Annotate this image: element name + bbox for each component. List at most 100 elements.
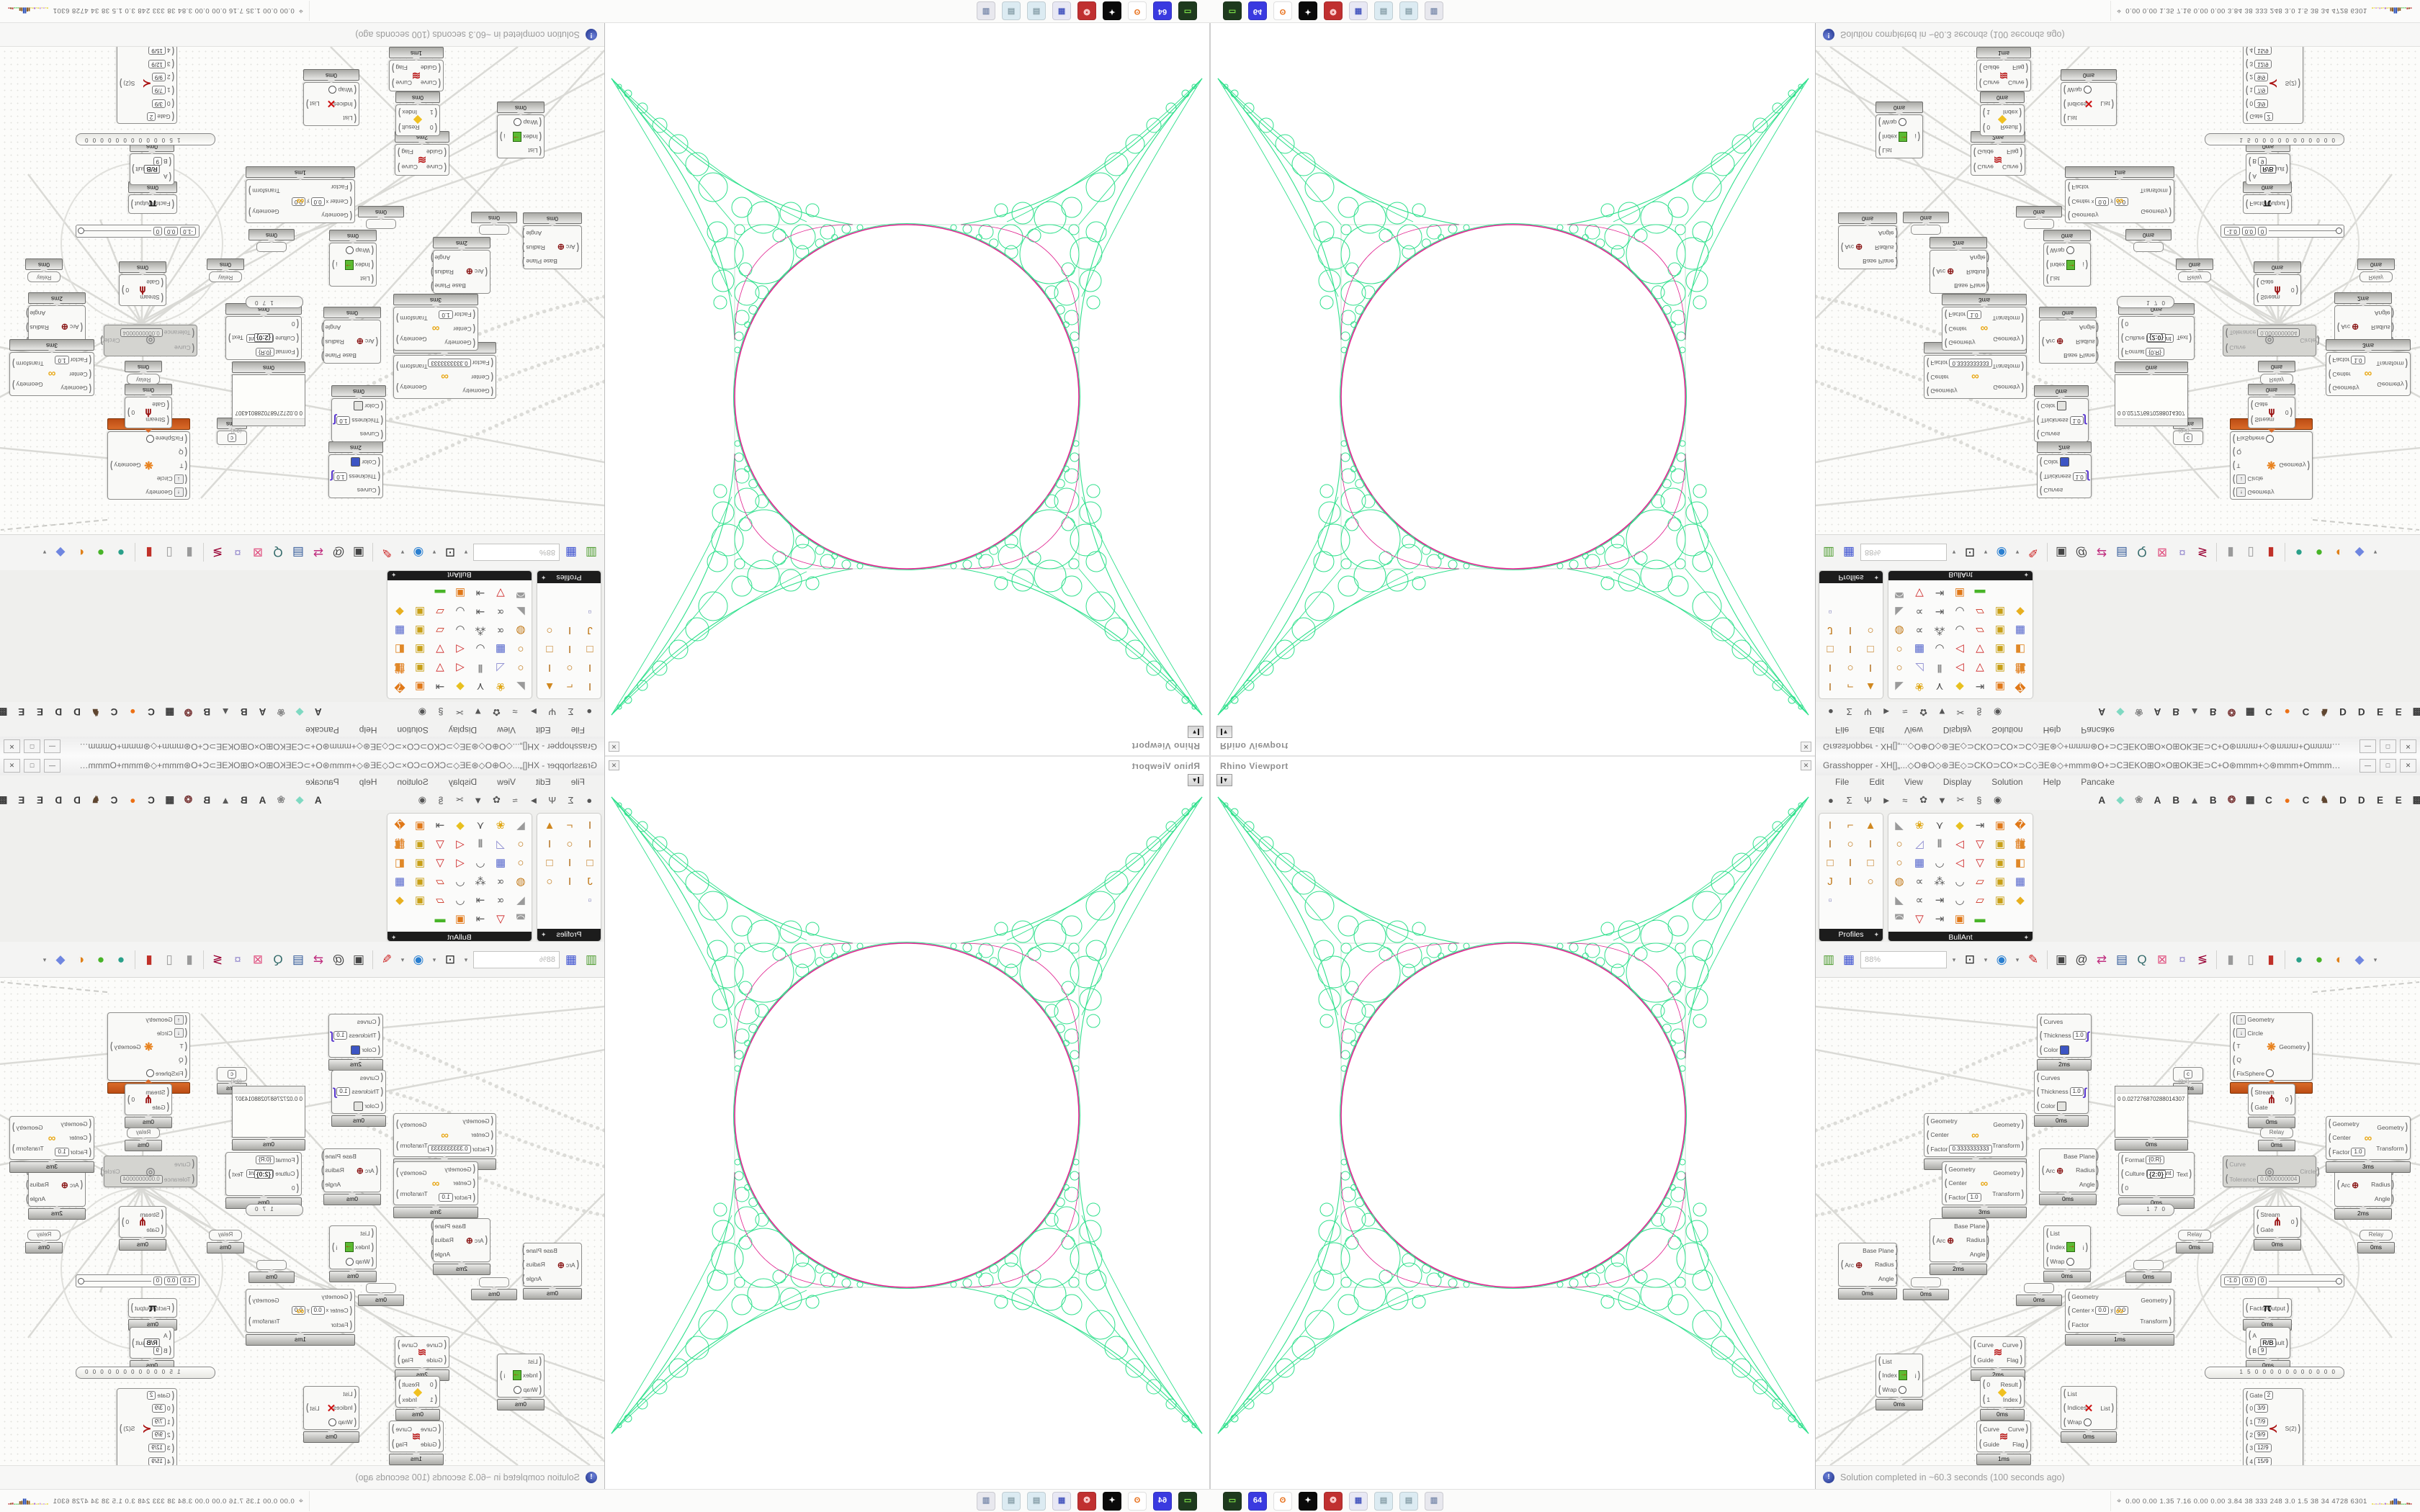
plugin-tab-10[interactable]: ●	[2284, 706, 2290, 718]
stream-gate-node[interactable]: (Stream(Gate 0) ⋔ 0ms	[2248, 1084, 2295, 1128]
component-icon[interactable]: ▫	[588, 606, 592, 618]
component-icon[interactable]: ◡	[475, 643, 485, 655]
scale-nu-node[interactable]: (Geometry(Center x 0.0 y 0.0(Factor Geometry)…	[2065, 166, 2174, 223]
pi-node[interactable]: (Factor Output) π 0ms	[128, 1298, 177, 1331]
plugin-tab-15[interactable]: E	[2376, 706, 2383, 718]
category-tab-icon-7[interactable]: ✂	[1956, 707, 1965, 718]
stream-gate-node[interactable]: (Stream(Gate 0) ⋔ 0ms	[125, 384, 172, 428]
component-icon[interactable]: ▽	[1976, 857, 1984, 869]
category-tab-icon-7[interactable]: ✂	[455, 794, 464, 805]
fit-circle-node-disabled[interactable]: (Curve(Tolerance 0.0000000004 Circle) ◎	[101, 1156, 197, 1187]
grasshopper-titlebar[interactable]: Grasshopper - XH[]„...◇O⊕O◇⊛ƎE◇⊃CKO⊃CO×⊃…	[0, 736, 604, 756]
component-icon[interactable]: ◁	[1955, 643, 1964, 655]
plugin-tab-16[interactable]: E	[18, 706, 25, 718]
calculator-icon[interactable]: ▦	[1052, 1492, 1071, 1511]
component-icon[interactable]: ▽	[1976, 838, 1984, 850]
menu-help[interactable]: Help	[359, 777, 377, 787]
component-icon[interactable]: �載	[394, 819, 405, 850]
component-icon[interactable]: I	[588, 680, 592, 693]
panel-node[interactable]: {0;2} 0 0.027276870288014307 0ms	[2115, 361, 2190, 434]
floppy64-app-icon[interactable]: 64	[1153, 1, 1172, 20]
component-icon[interactable]: I	[1828, 662, 1832, 674]
category-tab-icon-3[interactable]: ►	[1881, 706, 1891, 718]
component-icon[interactable]: ⋎	[476, 680, 485, 693]
component-icon[interactable]: ▦	[495, 857, 506, 869]
publish-icon[interactable]: @	[332, 952, 345, 966]
stream-gate-node[interactable]: (Stream(Gate 0) ⋔ 0ms	[2254, 261, 2301, 306]
grasshopper-titlebar[interactable]: Grasshopper - XH[]„...◇O⊕O◇⊛ƎE◇⊃CKO⊃CO×⊃…	[0, 756, 604, 776]
component-icon[interactable]: ▣	[1994, 680, 2006, 693]
panel-expand-icon[interactable]: ✦	[1873, 574, 1879, 581]
component-icon[interactable]: I	[568, 876, 572, 888]
gh-canvas[interactable]: (Curves(Thickness 1.0(Color ∫ 2ms(Curves(Th…	[1816, 47, 2420, 534]
component-icon[interactable]: ∝	[496, 876, 505, 888]
component-icon[interactable]: ▬	[434, 913, 446, 925]
category-tab-icon-3[interactable]: ►	[1881, 794, 1891, 806]
plugin-tab-1[interactable]: ◆	[295, 707, 304, 718]
stream-gate-node[interactable]: (Stream(Gate 0) ⋔ 0ms	[125, 1084, 172, 1128]
notepad-icon[interactable]: ▤	[1374, 1492, 1393, 1511]
category-tab-icon-1[interactable]: Σ	[1846, 794, 1852, 806]
component-icon[interactable]: ○	[1847, 838, 1854, 850]
component-icon[interactable]: ◡	[455, 876, 465, 888]
pick-choose-node[interactable]: (0(1 Result) Index) ◆ 0ms	[395, 1376, 440, 1421]
finder-icon[interactable]: Q	[273, 546, 283, 560]
minimize-button[interactable]: —	[44, 759, 60, 773]
category-tab-icon-7[interactable]: ✂	[1956, 794, 1965, 805]
scale-nu-node[interactable]: (Geometry(Center x 0.0 y 0.0(Factor Geometry)…	[246, 166, 355, 223]
component-icon[interactable]: I	[547, 662, 552, 674]
component-icon[interactable]: ⁂	[475, 624, 486, 636]
window-icon[interactable]: ▤	[2115, 546, 2128, 560]
component-icon[interactable]: ○	[517, 643, 524, 655]
panel-label[interactable]: Profiles ✦	[1819, 571, 1883, 583]
number-slider-node[interactable]: 1 5 0 0 0 0 0 0 0 0 0 0 0	[76, 1367, 215, 1379]
scale-node[interactable]: (Geometry(Center(Factor 1.0 Geometry) Trans…	[9, 1116, 94, 1173]
custom-preview-node[interactable]: (Curves(Thickness 1.0(Color ∫ 2ms	[328, 441, 383, 498]
plugin-tab-8[interactable]: ▦	[2245, 707, 2255, 718]
component-icon[interactable]: ▦	[2015, 624, 2026, 636]
category-tab-icon-5[interactable]: ✿	[1919, 794, 1928, 805]
minimize-button[interactable]: —	[2360, 759, 2376, 773]
select-preview-orange-icon[interactable]: ◐	[2335, 952, 2344, 966]
cull-index-node[interactable]: (List(Indices(Wrap List) ✕ 0ms	[2061, 1386, 2117, 1443]
component-icon[interactable]: ◡	[455, 894, 465, 906]
gha-loader-icon[interactable]: ⇄	[2096, 546, 2107, 560]
component-icon[interactable]: ⇥	[435, 680, 445, 693]
firefox-icon[interactable]: ʘ	[1273, 1, 1292, 20]
printer-icon[interactable]: ▥	[977, 1, 995, 20]
component-icon[interactable]: ◆	[1955, 819, 1964, 832]
fixsphere-script-node[interactable]: (↑ Geometry(↓ Circle(T(Q(FixSphere Geometry…	[2230, 1012, 2313, 1094]
component-icon[interactable]: ◁	[456, 643, 465, 655]
panel-label[interactable]: BullAnt ✦	[1888, 932, 2033, 941]
menu-display[interactable]: Display	[448, 777, 478, 787]
notepad-icon[interactable]: ▤	[1027, 1, 1046, 20]
menu-pancake[interactable]: Pancake	[305, 725, 339, 735]
notepad-icon[interactable]: ▤	[1027, 1492, 1046, 1511]
component-icon[interactable]: ▣	[1994, 624, 2006, 636]
component-icon[interactable]: ▣	[414, 857, 426, 869]
component-icon[interactable]: ∝	[1915, 876, 1924, 888]
plugin-tab-12[interactable]: ♞	[2320, 794, 2329, 805]
component-icon[interactable]: ❀	[496, 819, 506, 832]
component-icon[interactable]: □	[1827, 857, 1834, 869]
component-icon[interactable]: ▣	[1994, 643, 2006, 655]
stream-filter-node[interactable]: (Gate2(03/9(17/9(29/9(312/9(415/9S(2))≺0…	[2243, 1388, 2303, 1465]
remote-panel-icon[interactable]: ▣	[352, 952, 365, 966]
component-icon[interactable]: �載	[394, 662, 405, 693]
component-icon[interactable]: ⋎	[1935, 680, 1944, 693]
component-icon[interactable]: ◚	[1894, 913, 1905, 925]
category-tab-icon-8[interactable]: §	[438, 706, 444, 718]
collapsed-node[interactable]: 0ms	[1903, 1277, 1949, 1300]
window-icon[interactable]: ▤	[292, 546, 305, 560]
component-icon[interactable]: ⌐	[566, 819, 573, 832]
component-icon[interactable]: ⫴	[1937, 838, 1942, 850]
flip-curve-node[interactable]: (Curve(Guide Curve) Flag) ≋ 2ms	[1971, 1336, 2025, 1381]
plugin-tab-6[interactable]: B	[203, 706, 211, 718]
component-icon[interactable]: ▣	[1994, 819, 2006, 832]
component-icon[interactable]: ▱	[1976, 894, 1984, 906]
zoom-extents-icon[interactable]: ⊡	[444, 952, 456, 966]
scale-node[interactable]: (Geometry(Center(Factor 1.0 Geometry) Trans…	[2326, 339, 2411, 396]
custom-preview-dropdown-icon[interactable]: ▾	[2373, 549, 2378, 557]
